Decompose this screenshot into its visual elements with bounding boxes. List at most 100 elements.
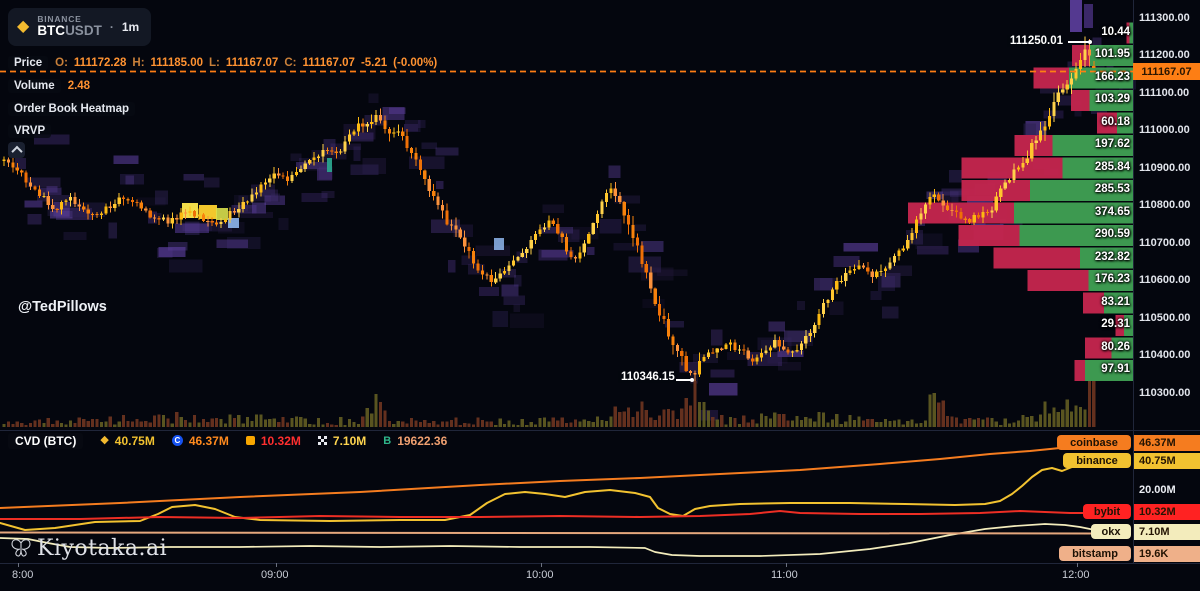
cvd-axis-value-bitstamp: 19.6K bbox=[1134, 546, 1200, 562]
time-label: 10:00 bbox=[526, 569, 554, 581]
timeframe-selector[interactable]: 1m bbox=[121, 20, 140, 34]
cvd-exchange-tag-binance: binance bbox=[1063, 453, 1131, 468]
close-label: C: bbox=[284, 57, 297, 69]
cvd-legend-value: 7.10M bbox=[332, 433, 367, 448]
vrvp-row-value: 166.23 bbox=[1094, 70, 1130, 83]
low-label: L: bbox=[209, 57, 220, 69]
marked-low-pointer-line bbox=[676, 379, 691, 381]
price-tick: 111300.00 bbox=[1139, 11, 1190, 24]
vrvp-indicator-label[interactable]: VRVP bbox=[8, 124, 52, 138]
time-label: 11:00 bbox=[771, 569, 798, 581]
cvd-axis-value-binance: 40.75M bbox=[1134, 453, 1200, 469]
binance-icon: ◆ bbox=[100, 434, 109, 446]
price-tick: 110700.00 bbox=[1139, 236, 1191, 249]
collapse-legend-button[interactable] bbox=[8, 142, 25, 158]
chevron-up-icon bbox=[10, 145, 23, 158]
time-label: 09:00 bbox=[261, 569, 289, 581]
cvd-axis-value: 20.00M bbox=[1139, 484, 1176, 496]
vrvp-row-value: 10.44 bbox=[1101, 25, 1130, 38]
cvd-exchange-tag-bybit: bybit bbox=[1083, 504, 1131, 519]
vrvp-row-value: 29.31 bbox=[1101, 318, 1130, 330]
time-axis-divider bbox=[0, 563, 1200, 564]
vrvp-row-value: 103.29 bbox=[1094, 93, 1130, 105]
chart-canvas[interactable] bbox=[0, 0, 1200, 563]
vrvp-row-value: 97.91 bbox=[1101, 363, 1130, 375]
bitstamp-icon: B bbox=[383, 434, 392, 447]
symbol-pair: BTCUSDT bbox=[37, 24, 102, 38]
marked-high-pointer-line bbox=[1068, 41, 1089, 43]
vrvp-row-value: 101.95 bbox=[1094, 48, 1130, 60]
cvd-legend-item-coinbase[interactable]: C 46.37M bbox=[171, 434, 229, 448]
separator-dot: · bbox=[109, 20, 114, 34]
price-axis-divider bbox=[1133, 0, 1134, 563]
marked-low-annotation: 110346.15 bbox=[618, 371, 678, 383]
vrvp-row-value: 80.26 bbox=[1101, 340, 1130, 353]
vrvp-row-value: 60.18 bbox=[1101, 115, 1130, 128]
open-value: 111172.28 bbox=[73, 57, 127, 69]
vrvp-row-value: 232.82 bbox=[1094, 250, 1130, 263]
coinbase-icon: C bbox=[171, 435, 183, 446]
ohlc-values: O: 111172.28 H: 111185.00 L: 111167.07 C: 11… bbox=[55, 57, 437, 69]
cvd-axis-value-coinbase: 46.37M bbox=[1134, 435, 1200, 451]
price-tick: 111200.00 bbox=[1139, 49, 1190, 61]
orderbook-heatmap-indicator-label[interactable]: Order Book Heatmap bbox=[8, 102, 136, 116]
time-tick bbox=[786, 563, 787, 567]
vrvp-row-value: 285.84 bbox=[1094, 160, 1130, 173]
high-label: H: bbox=[132, 57, 145, 69]
price-tick: 110900.00 bbox=[1139, 161, 1191, 174]
watermark: @TedPillows bbox=[18, 299, 107, 315]
price-tick: 111000.00 bbox=[1139, 124, 1190, 136]
marked-high-annotation: 111250.01 bbox=[1006, 35, 1066, 47]
time-tick bbox=[541, 563, 542, 567]
time-label: 8:00 bbox=[12, 569, 34, 581]
change-value: -5.21 bbox=[360, 57, 388, 69]
cvd-exchange-tag-coinbase: coinbase bbox=[1057, 435, 1131, 450]
cvd-legend-item-bybit[interactable]: 10.32M bbox=[245, 434, 301, 448]
binance-logo-icon: ◆ bbox=[17, 18, 30, 35]
cvd-exchange-tag-okx: okx bbox=[1091, 524, 1131, 539]
kiyotaka-brand: Kiyotaka.ai bbox=[10, 536, 167, 561]
cvd-exchange-tag-bitstamp: bitstamp bbox=[1059, 546, 1131, 561]
cvd-axis-value-okx: 7.10M bbox=[1134, 524, 1200, 540]
cvd-legend-items: ◆ 40.75M C 46.37M 10.32M 7.10M B 19622.36 bbox=[100, 434, 447, 448]
price-tick: 110500.00 bbox=[1139, 311, 1191, 324]
symbol-selector[interactable]: ◆ BINANCE BTCUSDT · 1m bbox=[8, 8, 152, 46]
price-tick: 110400.00 bbox=[1139, 349, 1191, 361]
price-legend-row: Price O: 111172.28 H: 111185.00 L: 111167.0… bbox=[8, 55, 437, 71]
current-price-tag: 111167.07 bbox=[1133, 63, 1200, 80]
price-tick: 110600.00 bbox=[1139, 274, 1191, 286]
time-tick bbox=[18, 563, 19, 567]
price-axis[interactable]: 111300.00 111200.00 111100.00 111000.00 1109… bbox=[1134, 0, 1200, 563]
cvd-pane-title[interactable]: CVD (BTC) bbox=[8, 432, 84, 449]
volume-indicator-label[interactable]: Volume bbox=[8, 79, 61, 93]
cvd-legend-row: CVD (BTC) ◆ 40.75M C 46.37M 10.32M 7.10M B 1962… bbox=[8, 432, 447, 449]
marked-high-pointer-dot bbox=[1088, 40, 1092, 44]
time-tick bbox=[276, 563, 277, 567]
cvd-legend-item-bitstamp[interactable]: B 19622.36 bbox=[383, 434, 447, 448]
time-label: 12:00 bbox=[1062, 569, 1090, 581]
heatmap-legend-row: Order Book Heatmap bbox=[8, 101, 136, 117]
price-tick: 110300.00 bbox=[1139, 386, 1191, 399]
low-value: 111167.07 bbox=[225, 57, 279, 69]
vrvp-row-value: 176.23 bbox=[1094, 273, 1130, 285]
vrvp-legend-row: VRVP bbox=[8, 123, 52, 139]
vrvp-row-value: 290.59 bbox=[1094, 228, 1130, 240]
price-indicator-label[interactable]: Price bbox=[8, 56, 49, 70]
cvd-axis-value-bybit: 10.32M bbox=[1134, 504, 1200, 520]
cvd-legend-item-okx[interactable]: 7.10M bbox=[317, 433, 367, 448]
cvd-pane-divider[interactable] bbox=[0, 430, 1200, 431]
cvd-legend-value: 19622.36 bbox=[397, 433, 448, 448]
marked-low-pointer-dot bbox=[690, 378, 694, 382]
volume-legend-row: Volume 2.48 bbox=[8, 78, 90, 94]
high-value: 111185.00 bbox=[150, 57, 203, 69]
volume-value: 2.48 bbox=[67, 80, 91, 92]
butterfly-logo-icon bbox=[11, 538, 31, 557]
cvd-legend-item-binance[interactable]: ◆ 40.75M bbox=[100, 434, 155, 448]
change-pct-value: (-0.00%) bbox=[393, 57, 438, 69]
vrvp-row-value: 83.21 bbox=[1101, 295, 1130, 308]
vrvp-row-value: 285.53 bbox=[1094, 183, 1130, 195]
price-tick: 111100.00 bbox=[1139, 86, 1190, 99]
symbol-base: BTC bbox=[37, 23, 66, 39]
brand-name: Kiyotaka.ai bbox=[37, 536, 168, 561]
